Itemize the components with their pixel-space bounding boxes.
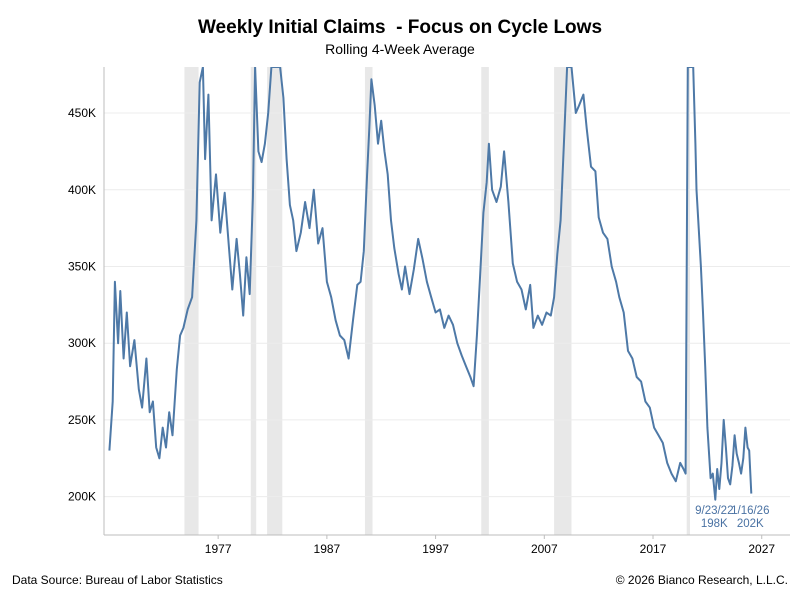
x-tick-label: 2007 xyxy=(531,542,558,556)
x-tick-label: 1977 xyxy=(205,542,232,556)
x-tick-label: 1997 xyxy=(422,542,449,556)
x-tick-label: 2017 xyxy=(640,542,667,556)
copyright-note: © 2026 Bianco Research, L.L.C. xyxy=(615,573,788,587)
y-tick-label: 200K xyxy=(68,490,96,504)
gridlines xyxy=(104,112,790,498)
recession-band-5 xyxy=(554,67,572,535)
data-source-note: Data Source: Bureau of Labor Statistics xyxy=(12,573,223,587)
recession-band-3 xyxy=(364,67,373,535)
chart-title: Weekly Initial Claims - Focus on Cycle L… xyxy=(197,17,603,38)
annotation-value: 202K xyxy=(737,518,764,530)
y-tick-label: 400K xyxy=(68,183,96,197)
y-tick-label: 350K xyxy=(68,259,96,273)
annotation-date: 9/23/22 xyxy=(695,505,733,517)
recession-band-6 xyxy=(686,67,690,535)
recession-bands xyxy=(184,67,690,535)
y-tick-label: 250K xyxy=(68,413,96,427)
annotation-value: 198K xyxy=(701,518,728,530)
y-tick-label: 300K xyxy=(68,336,96,350)
series-line-0 xyxy=(108,67,753,501)
x-tick-label: 2027 xyxy=(748,542,775,556)
annotation-guides xyxy=(714,493,753,535)
recession-band-1 xyxy=(250,67,257,535)
recession-band-2 xyxy=(267,67,283,535)
chart-subtitle: Rolling 4-Week Average xyxy=(325,41,475,57)
series-layer xyxy=(108,67,753,501)
x-axis-ticks: 1977 1987 1997 2007 2017 2027 xyxy=(205,535,775,556)
x-tick-label: 1987 xyxy=(314,542,341,556)
recession-band-4 xyxy=(481,67,489,535)
y-tick-label: 450K xyxy=(68,106,96,120)
y-axis-ticks: 200K 250K 300K 350K 400K 450K xyxy=(68,106,96,504)
annotation-date: 1/16/26 xyxy=(731,505,769,517)
